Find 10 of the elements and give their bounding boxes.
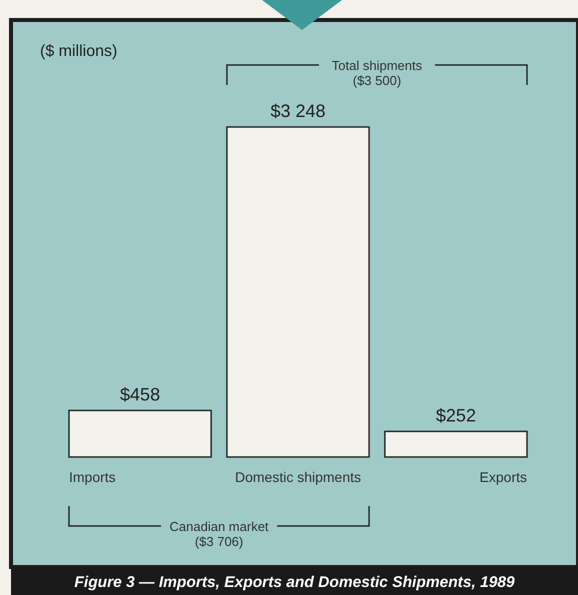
x-tick-label: Imports	[69, 469, 116, 485]
data-label: $252	[436, 405, 476, 426]
data-label: $458	[120, 384, 160, 404]
text: Canadian market ($3 706)	[170, 519, 269, 549]
y-axis-title: ($ millions)	[40, 43, 118, 60]
data-label: $3 248	[270, 101, 326, 121]
x-tick-label: Domestic shipments	[234, 469, 362, 485]
x-tick-label: Exports	[480, 469, 527, 485]
text: Figure 3 — Imports, Exports and Domestic Shipments, 1989	[74, 574, 515, 591]
text: Total shipments ($3 500)	[332, 58, 423, 88]
